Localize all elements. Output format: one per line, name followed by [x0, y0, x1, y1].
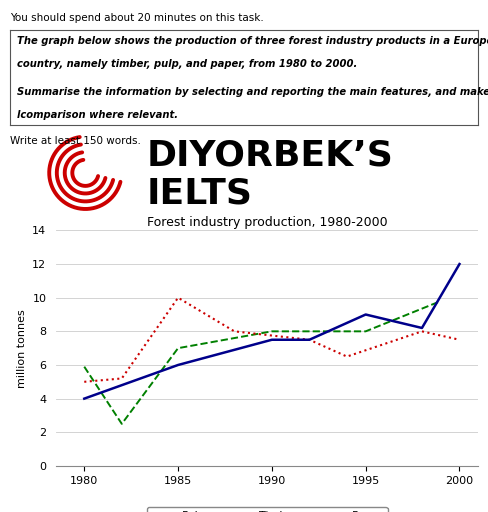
- Text: Summarise the information by selecting and reporting the main features, and make: Summarise the information by selecting a…: [17, 87, 488, 97]
- Text: The graph below shows the production of three forest industry products in a Euro: The graph below shows the production of …: [17, 36, 488, 46]
- Text: IELTS: IELTS: [146, 177, 252, 210]
- Text: Write at least 150 words.: Write at least 150 words.: [10, 136, 141, 146]
- Y-axis label: million tonnes: million tonnes: [17, 309, 27, 388]
- Text: country, namely timber, pulp, and paper, from 1980 to 2000.: country, namely timber, pulp, and paper,…: [17, 58, 357, 69]
- Title: Forest industry production, 1980-2000: Forest industry production, 1980-2000: [147, 216, 387, 229]
- Legend: Pulp, Timber, Paper: Pulp, Timber, Paper: [147, 507, 387, 512]
- Text: You should spend about 20 minutes on this task.: You should spend about 20 minutes on thi…: [10, 13, 264, 23]
- Text: lcomparison where relevant.: lcomparison where relevant.: [17, 110, 178, 120]
- Text: DIYORBEK’S: DIYORBEK’S: [146, 138, 393, 172]
